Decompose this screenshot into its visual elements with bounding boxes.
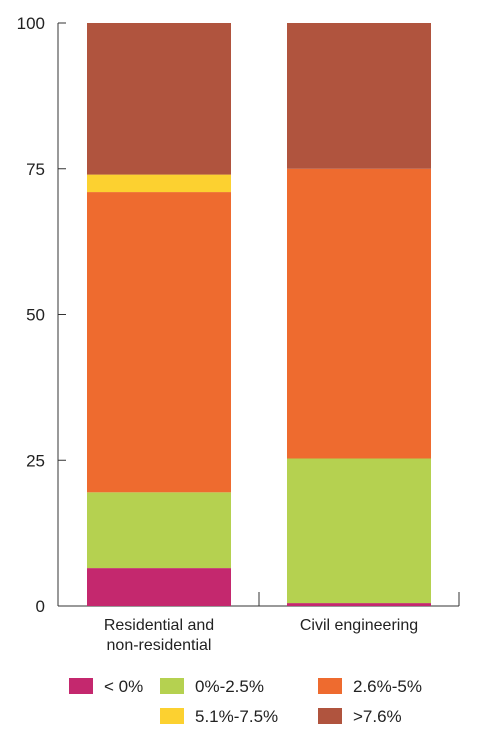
bar-segment-0-1 [87,492,231,569]
category-label-line: non-residential [107,637,212,654]
bar-segment-1-0 [287,603,431,606]
y-tick-label-1: 25 [26,451,45,470]
legend-label: 5.1%-7.5% [195,707,278,726]
legend-item-1: 0%-2.5% [160,677,264,696]
legend-item-0: < 0% [69,677,143,696]
bars [87,23,431,606]
y-tick-label-4: 100 [17,14,45,33]
axes: 0 25 50 75 100 [17,14,460,616]
bar-segment-1-2 [287,168,431,459]
legend-item-3: 5.1%-7.5% [160,707,278,726]
legend: < 0% 0%-2.5% 2.6%-5% 5.1%-7.5% >7.6% [69,677,422,726]
category-label-line: Civil engineering [300,617,418,634]
bar-segment-1-1 [287,458,431,604]
y-tick-label-2: 50 [26,306,45,325]
bar-segment-0-4 [87,23,231,175]
y-tick-label-0: 0 [36,597,45,616]
category-label-line: Residential and [104,617,214,634]
legend-item-2: 2.6%-5% [318,677,422,696]
category-label-1: Civil engineering [300,617,418,634]
category-labels: Residential and non-residential Civil engi… [104,617,418,654]
legend-swatch [318,708,342,724]
legend-swatch [160,678,184,694]
legend-item-4: >7.6% [318,707,402,726]
legend-swatch [318,678,342,694]
category-label-0: Residential and non-residential [104,617,214,654]
legend-label: 2.6%-5% [353,677,422,696]
legend-label: 0%-2.5% [195,677,264,696]
y-tick-label-3: 75 [26,160,45,179]
bar-segment-0-2 [87,192,231,493]
legend-swatch [160,708,184,724]
legend-label: < 0% [104,677,143,696]
bar-segment-1-4 [287,23,431,169]
legend-swatch [69,678,93,694]
legend-label: >7.6% [353,707,402,726]
bar-segment-0-3 [87,174,231,193]
bar-segment-0-0 [87,568,231,606]
